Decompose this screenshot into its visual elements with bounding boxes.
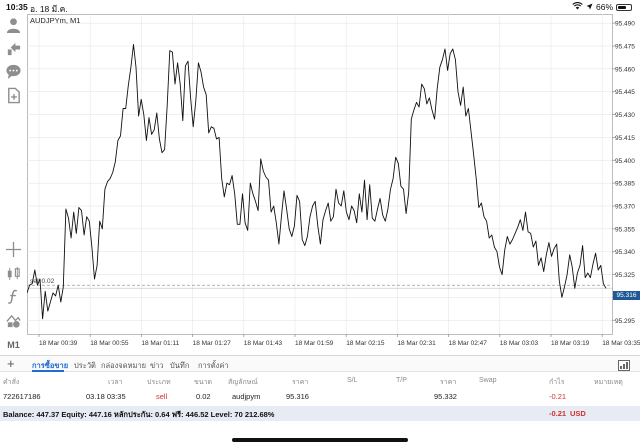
y-tick-label: 95.295 — [615, 318, 635, 325]
balance-text: Balance: 447.37 Equity: 447.16 หลักประกั… — [3, 410, 275, 419]
y-tick-label: 95.460 — [615, 66, 635, 73]
location-icon — [586, 2, 593, 12]
y-tick-label: 95.490 — [615, 21, 635, 28]
col-type: ประเภท — [147, 379, 171, 386]
col-profit: กำไร — [549, 379, 565, 386]
account-icon[interactable] — [4, 16, 23, 35]
x-tick-label: 18 Mar 00:39 — [39, 340, 78, 347]
tab-news[interactable]: ข่าว — [150, 361, 164, 370]
function-icon[interactable] — [4, 287, 23, 306]
current-price-badge: 95.316 — [613, 291, 640, 300]
status-time: 10:35 — [6, 2, 28, 12]
y-tick-label: 95.415 — [615, 135, 635, 142]
chart-canvas[interactable]: 95.490 95.475 95.460 95.445 95.430 95.415 95.4… — [27, 14, 640, 355]
y-tick-label: 95.325 — [615, 272, 635, 279]
col-swap: Swap — [479, 377, 497, 384]
x-tick-label: 18 Mar 01:43 — [244, 340, 283, 347]
status-date: อ. 18 มี.ค. — [30, 4, 68, 14]
chat-icon[interactable] — [4, 62, 23, 81]
x-tick-label: 18 Mar 00:55 — [90, 340, 129, 347]
table-row[interactable]: 722617186 03.18 03:35 sell 0.02 audjpym … — [0, 389, 640, 405]
timeframe-label: M1 — [7, 339, 20, 350]
order-id: 722617186 — [3, 392, 41, 401]
x-tick-label: 18 Mar 01:11 — [141, 340, 179, 347]
x-tick-label: 18 Mar 02:15 — [346, 340, 385, 347]
x-tick-label: 18 Mar 02:31 — [397, 340, 436, 347]
price-chart[interactable]: 95.490 95.475 95.460 95.445 95.430 95.415 95.4… — [27, 14, 640, 355]
x-tick-label: 18 Mar 03:03 — [500, 340, 539, 347]
status-bar: 10:35 อ. 18 มี.ค. 66% — [0, 0, 640, 14]
order-time: 03.18 03:35 — [86, 392, 126, 401]
status-indicators: 66% — [572, 1, 632, 12]
x-tick-label: 18 Mar 01:27 — [193, 340, 232, 347]
order-open-price: 95.316 — [286, 392, 309, 401]
col-order: คำสั่ง — [3, 379, 20, 386]
timeframe-button[interactable]: M1 — [4, 335, 23, 354]
col-open-price: ราคา — [292, 379, 309, 386]
wifi-icon — [572, 1, 583, 12]
col-time: เวลา — [108, 379, 123, 386]
order-current-price: 95.332 — [434, 392, 457, 401]
account-summary: Balance: 447.37 Equity: 447.16 หลักประกั… — [0, 406, 640, 421]
add-icon[interactable]: + — [7, 356, 15, 371]
left-toolbar: M1 — [0, 14, 27, 355]
objects-icon[interactable] — [4, 311, 23, 330]
y-tick-label: 95.400 — [615, 158, 635, 165]
col-sl: S/L — [347, 377, 358, 384]
col-tp: T/P — [396, 377, 407, 384]
total-profit: -0.21 — [549, 409, 567, 418]
x-tick-label: 18 Mar 01:59 — [295, 340, 334, 347]
order-type: sell — [156, 392, 168, 401]
y-tick-label: 95.355 — [615, 226, 635, 233]
col-volume: ขนาด — [194, 379, 213, 386]
price-series-line — [27, 44, 607, 320]
active-tab-indicator — [32, 370, 64, 372]
col-symbol: สัญลักษณ์ — [228, 379, 258, 386]
col-price: ราคา — [440, 379, 457, 386]
battery-percent: 66% — [595, 2, 613, 12]
layout-icon[interactable] — [618, 358, 630, 376]
tab-mailbox[interactable]: กล่องจดหมาย — [101, 361, 147, 370]
orders-table-header: คำสั่ง เวลา ประเภท ขนาด สัญลักษณ์ ราคา S… — [0, 374, 640, 388]
battery-level — [618, 5, 626, 9]
x-tick-label: 18 Mar 02:47 — [449, 340, 488, 347]
x-tick-label: 18 Mar 03:35 — [602, 340, 640, 347]
tab-history[interactable]: ประวัติ — [74, 361, 96, 370]
trade-icon[interactable] — [4, 39, 23, 58]
battery-icon — [616, 3, 632, 11]
y-tick-label: 95.430 — [615, 112, 635, 119]
tab-settings[interactable]: การตั้งค่า — [198, 361, 229, 370]
document-add-icon[interactable] — [4, 86, 23, 105]
y-tick-label: 95.370 — [615, 204, 635, 211]
order-volume: 0.02 — [196, 392, 211, 401]
y-tick-label: 95.475 — [615, 44, 635, 51]
indicator-icon[interactable] — [4, 264, 23, 283]
plot-frame — [27, 14, 613, 335]
tab-journal[interactable]: บันทึก — [170, 361, 190, 370]
order-profit: -0.21 — [549, 392, 567, 401]
tab-trade[interactable]: การซื้อขาย — [32, 361, 69, 370]
sell-reference-label: sell 0.02 — [30, 278, 55, 285]
x-tick-label: 18 Mar 03:19 — [551, 340, 590, 347]
chart-symbol-label: AUDJPYm, M1 — [30, 16, 81, 25]
order-symbol: audjpym — [232, 392, 261, 401]
account-currency: USD — [570, 409, 586, 418]
y-tick-label: 95.340 — [615, 249, 635, 256]
home-indicator — [232, 438, 408, 442]
terminal-tabs: + การซื้อขาย ประวัติ กล่องจดหมาย ข่าว บั… — [0, 355, 640, 372]
y-tick-label: 95.385 — [615, 181, 635, 188]
col-comment: หมายเหตุ — [594, 379, 623, 386]
crosshair-icon[interactable] — [4, 240, 23, 259]
y-tick-label: 95.445 — [615, 89, 635, 96]
